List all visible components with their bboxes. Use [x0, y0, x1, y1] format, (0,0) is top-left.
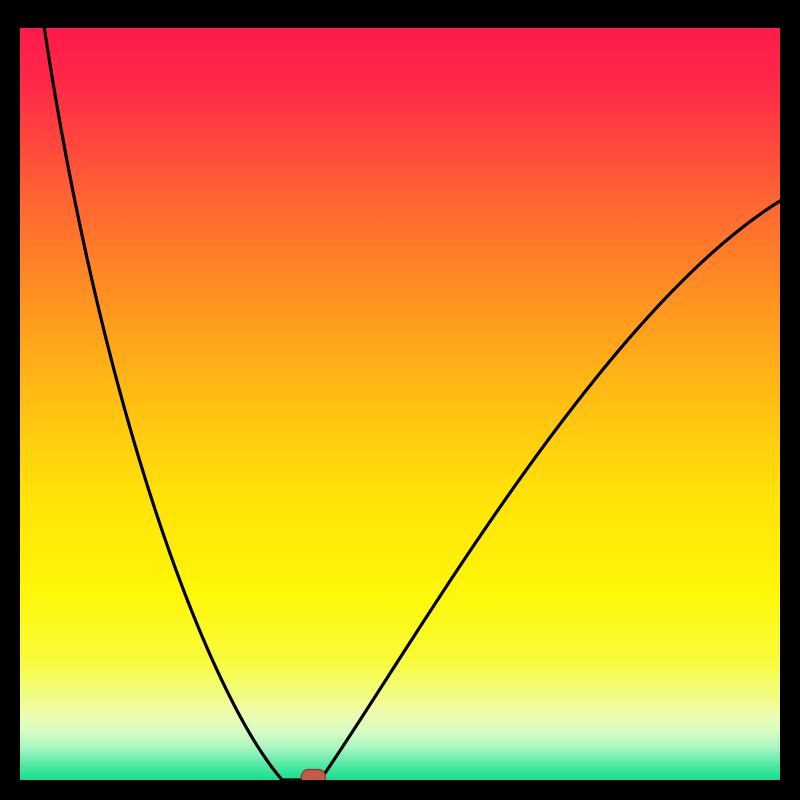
frame-left: [0, 0, 20, 800]
plot-background: [20, 28, 780, 780]
frame-top: [0, 0, 800, 28]
chart-stage: TheBottleneck.com: [0, 0, 800, 800]
frame-right: [780, 0, 800, 800]
chart-svg: [0, 0, 800, 800]
frame-bottom: [0, 780, 800, 800]
